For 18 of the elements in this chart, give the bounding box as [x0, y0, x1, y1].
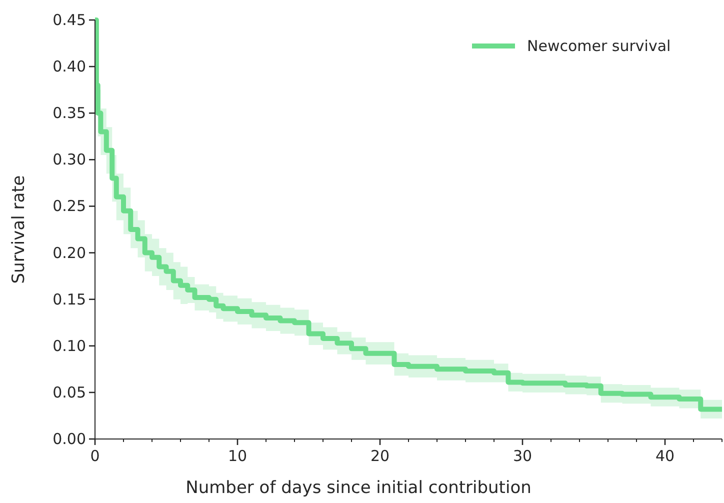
y-tick-label: 0.10	[52, 336, 86, 355]
x-tick-label: 40	[655, 447, 675, 465]
x-tick-label: 0	[90, 447, 100, 465]
y-tick-label: 0.40	[52, 58, 86, 76]
y-tick-label: 0.15	[52, 290, 86, 308]
legend-label: Newcomer survival	[527, 37, 671, 55]
y-tick-label: 0.30	[52, 150, 86, 169]
x-tick-label: 30	[512, 447, 532, 465]
y-tick-label: 0.20	[52, 244, 86, 262]
y-tick-label: 0.05	[52, 383, 86, 402]
y-tick-label: 0.45	[52, 11, 86, 29]
y-tick-label: 0.35	[52, 104, 86, 122]
x-tick-label: 10	[228, 447, 248, 465]
x-axis-title: Number of days since initial contribution	[186, 478, 532, 498]
y-tick-label: 0.25	[52, 197, 86, 216]
x-tick-label: 20	[370, 447, 390, 465]
y-axis-title: Survival rate	[9, 175, 29, 284]
y-tick-label: 0.00	[52, 430, 86, 448]
